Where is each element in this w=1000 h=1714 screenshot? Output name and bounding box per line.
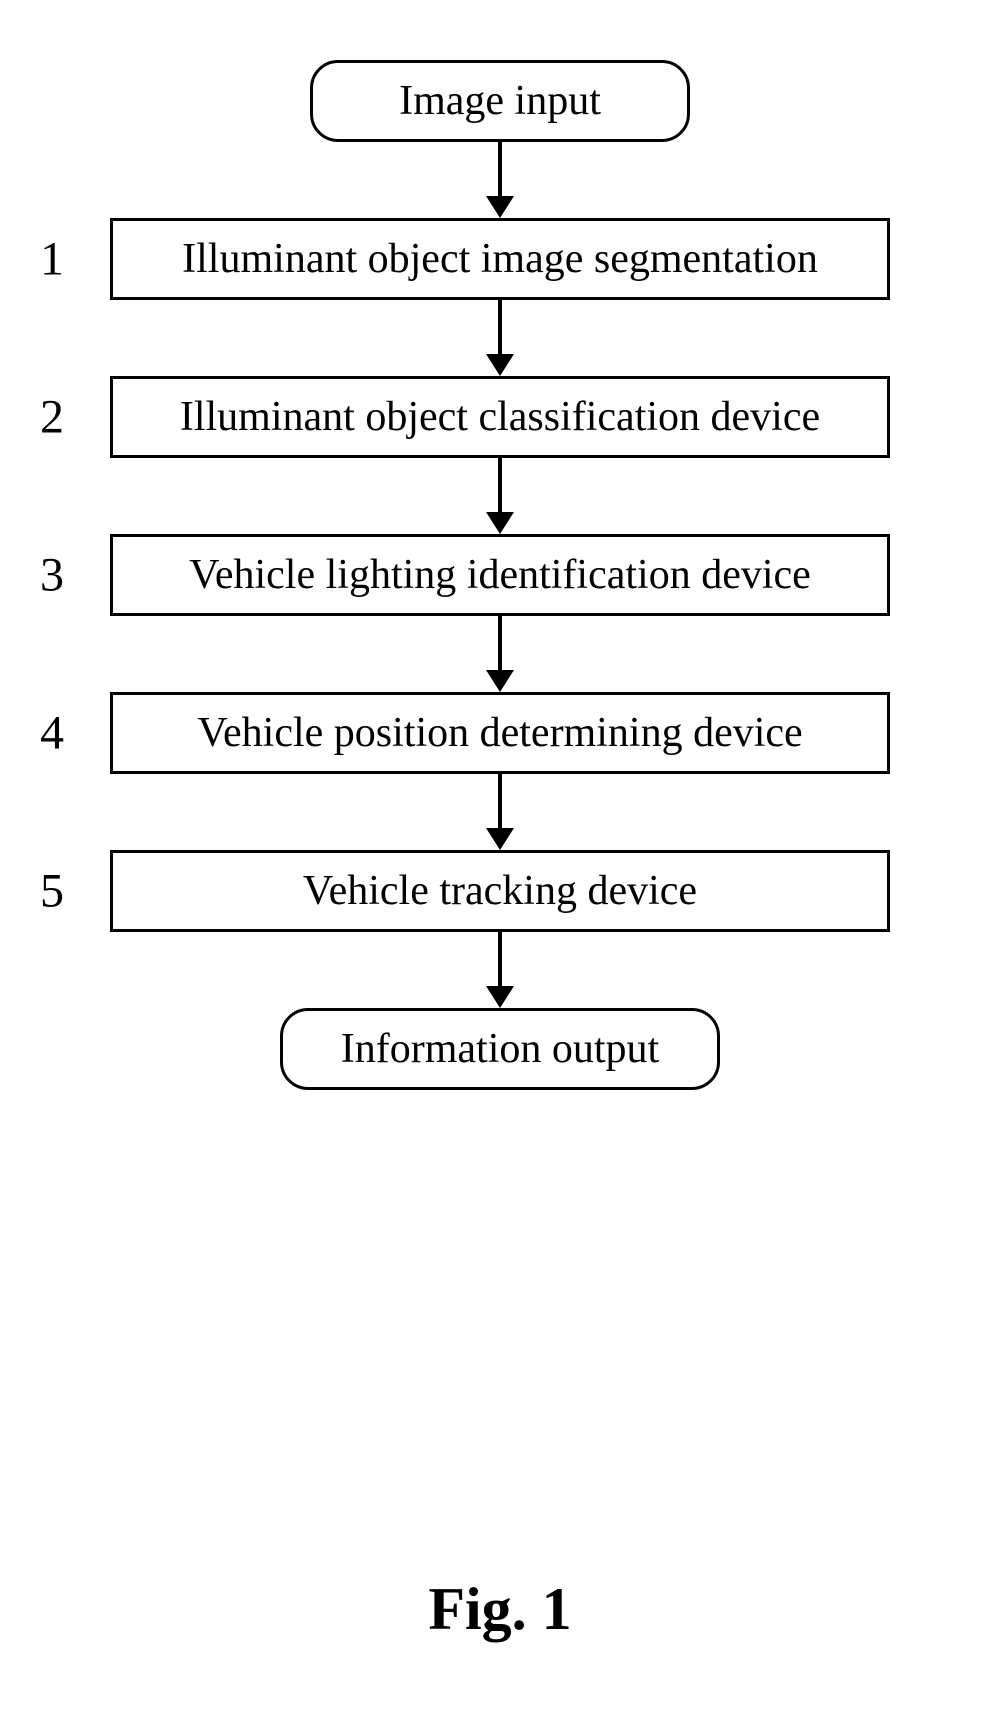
end-row: Information output xyxy=(0,1008,1000,1090)
arrow-1-2 xyxy=(486,300,514,376)
step4-number: 4 xyxy=(40,706,64,761)
arrow-5-end xyxy=(486,932,514,1008)
arrow-4-5 xyxy=(486,774,514,850)
step2-row: 2 Illuminant object classification devic… xyxy=(0,376,1000,458)
step5-number: 5 xyxy=(40,864,64,919)
arrow-line xyxy=(498,458,502,514)
arrow-3-4 xyxy=(486,616,514,692)
arrow-head xyxy=(486,986,514,1008)
step3-row: 3 Vehicle lighting identification device xyxy=(0,534,1000,616)
arrow-head xyxy=(486,512,514,534)
arrow-line xyxy=(498,300,502,356)
step1-row: 1 Illuminant object image segmentation xyxy=(0,218,1000,300)
start-node: Image input xyxy=(310,60,690,142)
step1-node: Illuminant object image segmentation xyxy=(110,218,890,300)
figure-caption: Fig. 1 xyxy=(0,1575,1000,1644)
arrow-line xyxy=(498,932,502,988)
arrow-line xyxy=(498,616,502,672)
step2-node: Illuminant object classification device xyxy=(110,376,890,458)
step4-node: Vehicle position determining device xyxy=(110,692,890,774)
flowchart: Image input 1 Illuminant object image se… xyxy=(0,60,1000,1090)
step3-number: 3 xyxy=(40,548,64,603)
arrow-head xyxy=(486,354,514,376)
step3-label: Vehicle lighting identification device xyxy=(189,552,811,598)
arrow-line xyxy=(498,774,502,830)
step3-node: Vehicle lighting identification device xyxy=(110,534,890,616)
arrow-start-1 xyxy=(486,142,514,218)
step4-label: Vehicle position determining device xyxy=(197,710,802,756)
arrow-head xyxy=(486,196,514,218)
step5-node: Vehicle tracking device xyxy=(110,850,890,932)
step1-label: Illuminant object image segmentation xyxy=(182,236,818,282)
arrow-head xyxy=(486,828,514,850)
arrow-head xyxy=(486,670,514,692)
arrow-line xyxy=(498,142,502,198)
start-row: Image input xyxy=(0,60,1000,142)
arrow-2-3 xyxy=(486,458,514,534)
end-node: Information output xyxy=(280,1008,720,1090)
step5-label: Vehicle tracking device xyxy=(303,868,697,914)
step2-label: Illuminant object classification device xyxy=(180,394,820,440)
step1-number: 1 xyxy=(40,232,64,287)
start-label: Image input xyxy=(399,78,601,124)
step5-row: 5 Vehicle tracking device xyxy=(0,850,1000,932)
end-label: Information output xyxy=(341,1026,659,1072)
step4-row: 4 Vehicle position determining device xyxy=(0,692,1000,774)
step2-number: 2 xyxy=(40,390,64,445)
